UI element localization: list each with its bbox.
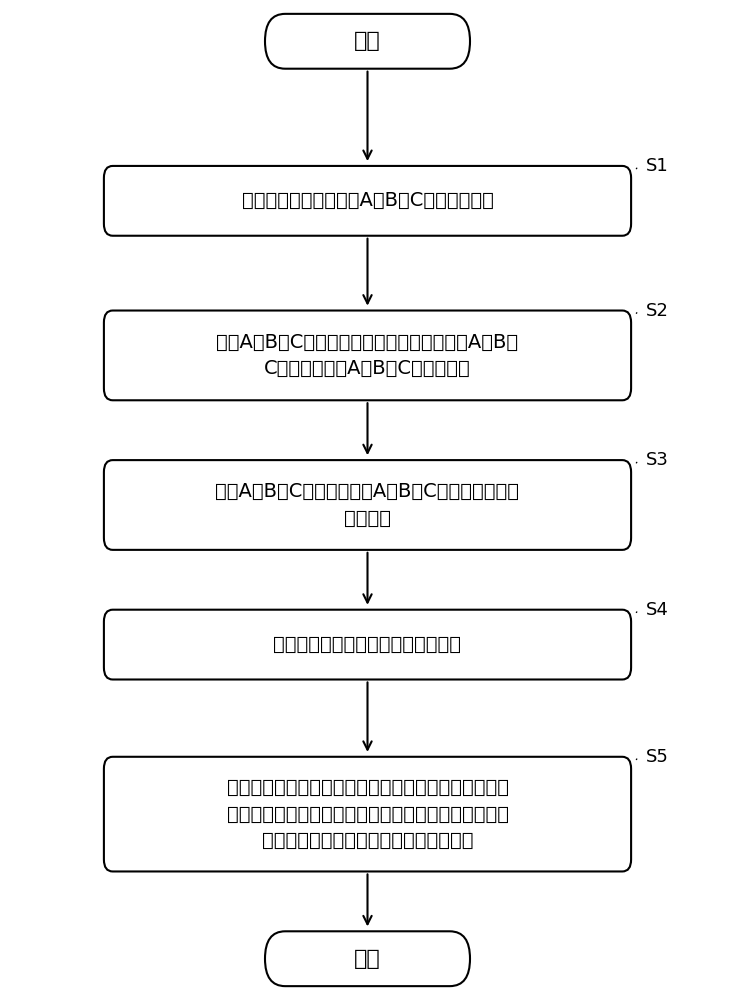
FancyBboxPatch shape bbox=[104, 311, 631, 400]
Text: 根据A、B和C三相相电压与A、B和C三相线电压判断
暂降类型: 根据A、B和C三相相电压与A、B和C三相线电压判断 暂降类型 bbox=[215, 482, 520, 528]
Text: 过滤A、B和C三相电压幅值的零序电压，得到A、B和
C三相相电压和A、B和C三相线电压: 过滤A、B和C三相电压幅值的零序电压，得到A、B和 C三相相电压和A、B和C三相… bbox=[216, 333, 519, 378]
Text: 结束: 结束 bbox=[354, 949, 381, 969]
FancyBboxPatch shape bbox=[104, 460, 631, 550]
Text: 开始: 开始 bbox=[354, 31, 381, 51]
Text: 计算相同暂降类型事件的分段相似度: 计算相同暂降类型事件的分段相似度 bbox=[273, 635, 462, 654]
Text: S5: S5 bbox=[646, 748, 669, 766]
Text: S3: S3 bbox=[646, 451, 669, 469]
Text: S2: S2 bbox=[646, 302, 669, 320]
Text: S4: S4 bbox=[646, 601, 669, 619]
Text: 根据相同暂降类型事件的分段相似度得到初始相似集合
；基于关联规则挖掘修正变压器的影响，输出归一化辨
识结果，完成电压暂降事件的归一化处理: 根据相同暂降类型事件的分段相似度得到初始相似集合 ；基于关联规则挖掘修正变压器的… bbox=[226, 778, 509, 850]
FancyBboxPatch shape bbox=[104, 610, 631, 680]
Text: 利用电压监测装置采集A、B和C三相电压幅值: 利用电压监测装置采集A、B和C三相电压幅值 bbox=[242, 191, 493, 210]
FancyBboxPatch shape bbox=[265, 14, 470, 69]
Text: S1: S1 bbox=[646, 157, 669, 175]
FancyBboxPatch shape bbox=[265, 931, 470, 986]
FancyBboxPatch shape bbox=[104, 166, 631, 236]
FancyBboxPatch shape bbox=[104, 757, 631, 871]
